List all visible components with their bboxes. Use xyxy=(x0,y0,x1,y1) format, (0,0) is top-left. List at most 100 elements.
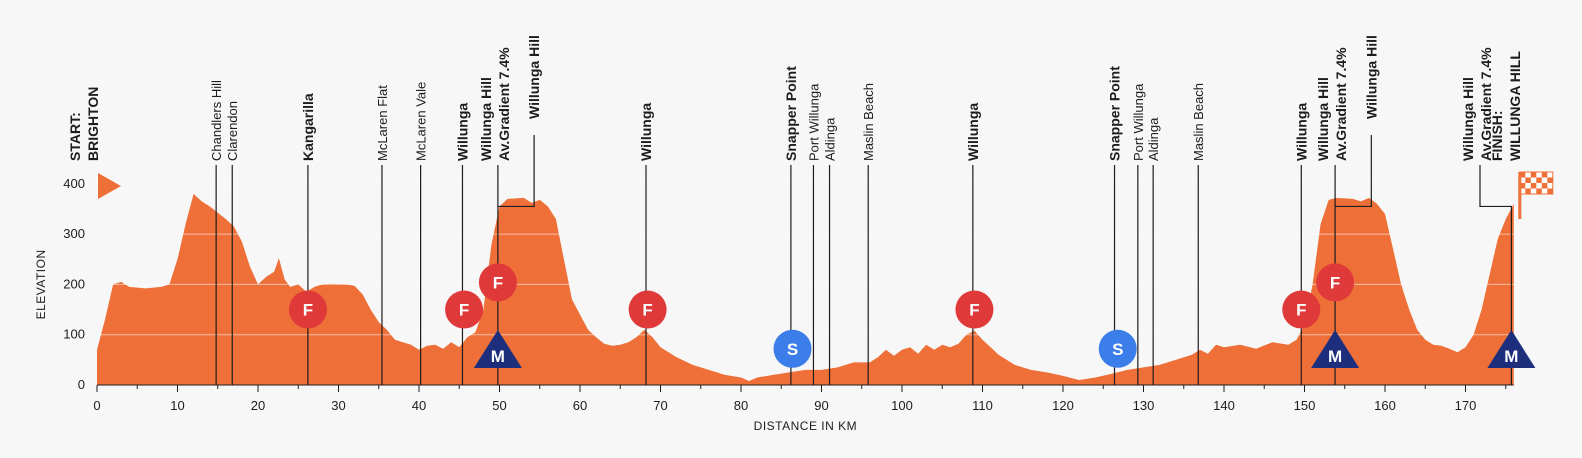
x-tick-label-10: 10 xyxy=(170,398,184,413)
location-5-label: Willunga xyxy=(454,103,470,161)
start-finish-flags xyxy=(98,171,1554,220)
finish-flag-cell xyxy=(1536,188,1542,194)
x-tick-label-0: 0 xyxy=(93,398,100,413)
marker-S-8-circle xyxy=(1098,329,1137,368)
location-16-label: Willunga Hill xyxy=(1315,77,1331,161)
location-13-label2: Aldinga xyxy=(1146,117,1161,161)
marker-F-4-circle xyxy=(955,290,994,329)
x-tick-label-140: 140 xyxy=(1213,398,1235,413)
x-tick-label-160: 160 xyxy=(1374,398,1396,413)
x-tick-label-100: 100 xyxy=(891,398,913,413)
location-3-label: McLaren Flat xyxy=(375,85,390,161)
location-7-label: Willunga xyxy=(638,103,654,161)
x-tick-label-40: 40 xyxy=(412,398,426,413)
location-16-label3: Willunga Hill xyxy=(1363,35,1379,119)
marker-M-10-letter: M xyxy=(1328,347,1342,366)
location-8-label: Snapper Point xyxy=(783,66,799,161)
finish-flag-cell xyxy=(1519,183,1526,189)
location-17-label2: Av.Gradient 7.4% xyxy=(1478,47,1494,161)
location-1-label2: Clarendon xyxy=(225,101,240,161)
y-tick-label-400: 400 xyxy=(63,176,85,191)
finish-flag-cell xyxy=(1530,183,1537,189)
axes: 0 10 20 30 40 50 60 70 80 90 100 110 120 130 140 150 160… xyxy=(63,176,1514,413)
x-tick-label-60: 60 xyxy=(573,398,587,413)
location-17-label: Willunga Hill xyxy=(1460,77,1476,161)
location-6-summit-bracket xyxy=(497,135,535,208)
marker-F-6-circle xyxy=(1316,263,1355,302)
x-tick-label-130: 130 xyxy=(1133,398,1155,413)
marker-M-11-triangle xyxy=(1487,330,1536,368)
finish-flag-cell xyxy=(1525,188,1531,194)
marker-F-1-circle xyxy=(445,290,484,329)
marker-F-5-letter: F xyxy=(1296,301,1306,320)
location-4-label: McLaren Vale xyxy=(414,82,429,161)
location-9-label2: Aldinga xyxy=(823,117,838,161)
elevation-profile xyxy=(97,193,1514,385)
location-11-label: Willunga xyxy=(965,103,981,161)
marker-F-0-letter: F xyxy=(303,301,313,320)
gridlines xyxy=(97,183,1514,336)
marker-F-2-letter: F xyxy=(493,273,503,292)
y-tick-label-200: 200 xyxy=(63,276,85,291)
marker-M-9-triangle xyxy=(473,330,522,368)
location-0-label: START: xyxy=(67,112,83,161)
x-tick-label-30: 30 xyxy=(331,398,345,413)
finish-flag-cell xyxy=(1519,172,1526,178)
finish-flag-cell xyxy=(1541,183,1548,189)
location-14-label: Maslin Beach xyxy=(1191,83,1206,161)
location-6-label2: Av.Gradient 7.4% xyxy=(496,47,512,161)
location-18-label: FINISH: xyxy=(1489,110,1505,161)
marker-F-4-letter: F xyxy=(969,301,979,320)
location-18-label2: WILLUNGA HILL xyxy=(1507,51,1523,161)
location-9-label: Port Willunga xyxy=(806,83,821,161)
elevation-area xyxy=(97,193,1514,385)
x-tick-label-150: 150 xyxy=(1294,398,1316,413)
marker-F-0-circle xyxy=(288,290,327,329)
x-tick-label-120: 120 xyxy=(1052,398,1074,413)
marker-F-2-circle xyxy=(478,263,517,302)
x-tick-label-110: 110 xyxy=(972,398,993,413)
location-2-label: Kangarilla xyxy=(300,93,316,161)
marker-M-10-triangle xyxy=(1311,330,1360,368)
location-10-label: Maslin Beach xyxy=(861,83,876,161)
marker-F-6-letter: F xyxy=(1330,273,1340,292)
location-16-label2: Av.Gradient 7.4% xyxy=(1333,47,1349,161)
location-1-label: Chandlers Hill xyxy=(209,80,224,161)
marker-F-3-letter: F xyxy=(642,301,652,320)
marker-S-8-letter: S xyxy=(1112,340,1123,359)
location-6-label: Willunga Hill xyxy=(478,77,494,161)
finish-flag-cell xyxy=(1541,172,1548,178)
finish-flag-cell xyxy=(1525,177,1531,183)
x-tick-label-80: 80 xyxy=(734,398,748,413)
finish-flag-cell xyxy=(1536,177,1542,183)
x-tick-label-20: 20 xyxy=(251,398,265,413)
finish-flag-cell xyxy=(1547,188,1553,194)
marker-S-7-circle xyxy=(773,329,812,368)
marker-S-7-letter: S xyxy=(787,340,798,359)
location-13-label: Port Willunga xyxy=(1131,83,1146,161)
x-tick-label-90: 90 xyxy=(814,398,828,413)
marker-M-9-letter: M xyxy=(491,347,505,366)
marker-F-3-circle xyxy=(628,290,667,329)
y-tick-label-300: 300 xyxy=(63,226,85,241)
x-tick-label-50: 50 xyxy=(492,398,506,413)
finish-flag-cell xyxy=(1530,172,1537,178)
location-15-label: Willunga xyxy=(1293,103,1309,161)
location-17-line xyxy=(1479,165,1512,385)
x-tick-label-170: 170 xyxy=(1455,398,1477,413)
marker-F-5-circle xyxy=(1282,290,1321,329)
location-12-label: Snapper Point xyxy=(1107,66,1123,161)
race-markers: F F F F F F F S S M M M xyxy=(288,263,1536,368)
y-tick-label-100: 100 xyxy=(63,327,85,342)
location-labels: START: BRIGHTON Chandlers Hill Clarendon Kan… xyxy=(67,35,1523,161)
y-tick-label-0: 0 xyxy=(78,377,85,392)
finish-flag-cell xyxy=(1547,177,1553,183)
location-0-label2: BRIGHTON xyxy=(85,87,101,161)
location-6-label3: Willunga Hill xyxy=(526,35,542,119)
x-axis-title: DISTANCE IN KM xyxy=(754,419,857,433)
start-flag-icon xyxy=(98,173,121,199)
y-axis-title: ELEVATION xyxy=(34,249,48,319)
x-tick-label-70: 70 xyxy=(653,398,667,413)
marker-F-1-letter: F xyxy=(459,301,469,320)
